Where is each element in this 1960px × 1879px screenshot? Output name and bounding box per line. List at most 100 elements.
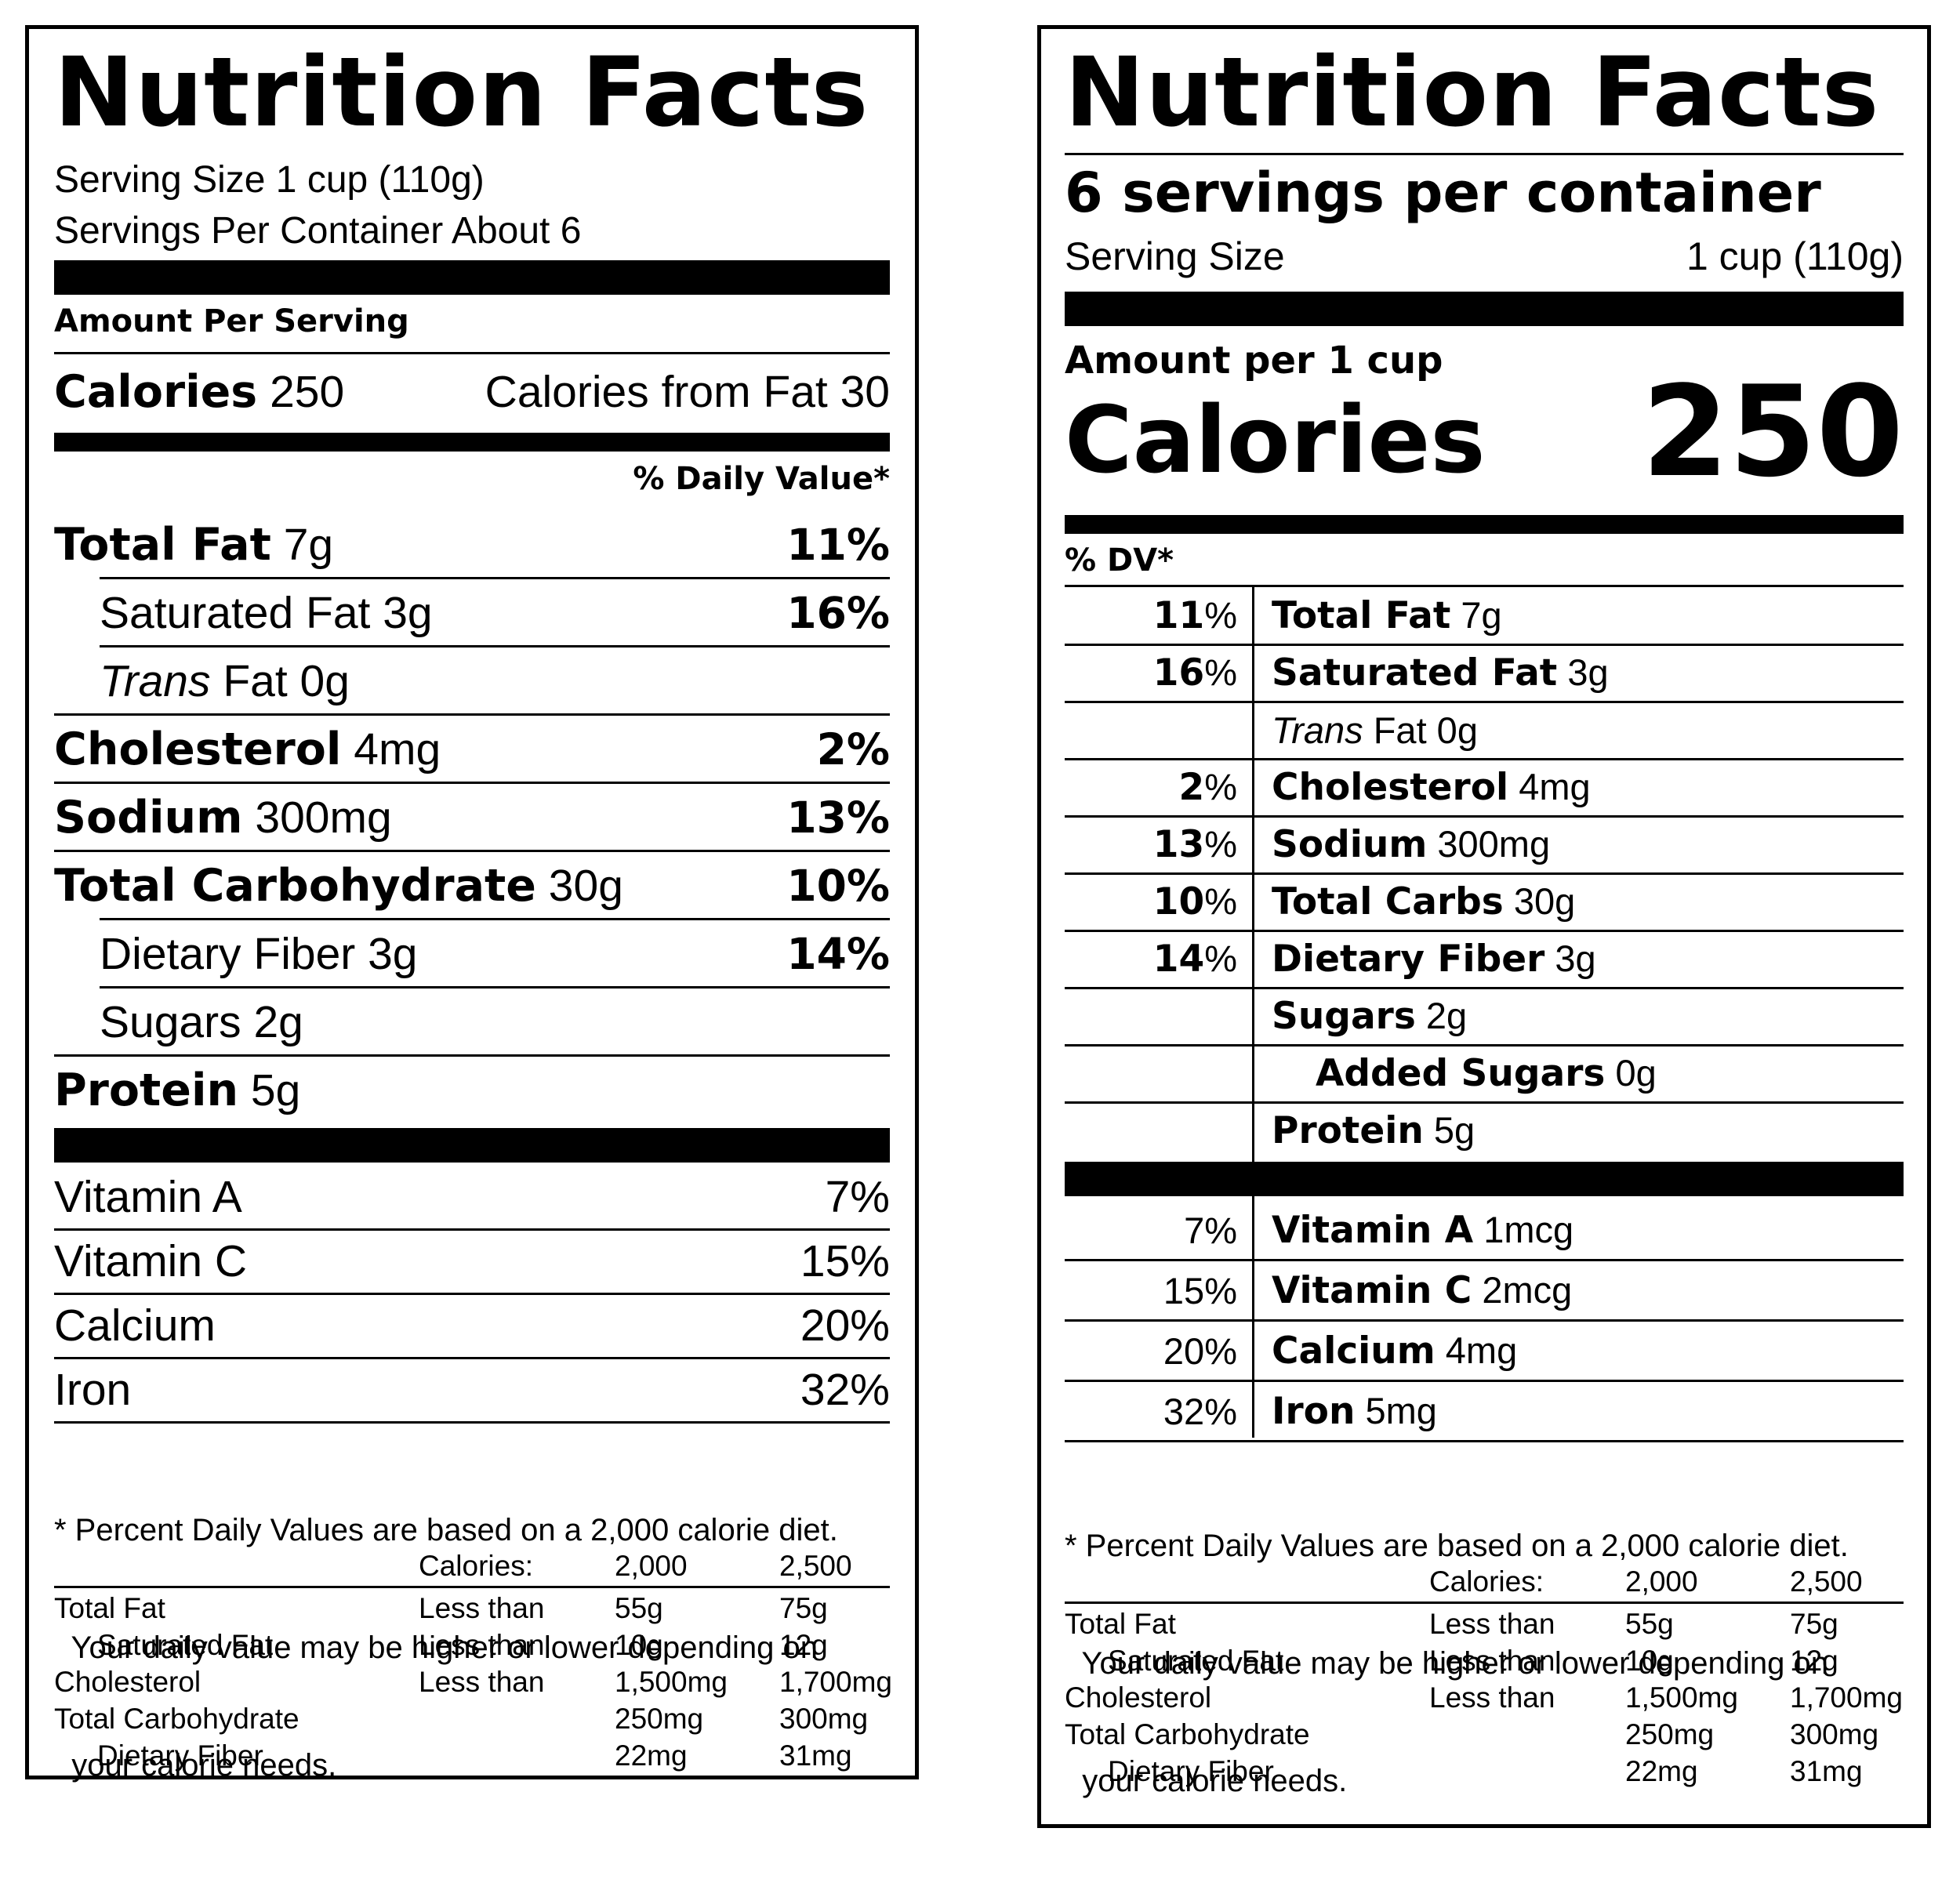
rule [1065, 701, 1904, 703]
vitamin-percent: 20% [800, 1300, 890, 1351]
nutrient-row: Protein 5g [54, 1057, 890, 1124]
thick-rule [1065, 292, 1904, 326]
rule [1065, 585, 1904, 587]
table-header: Calories: 2,000 2,500 [54, 1550, 890, 1586]
table-cell: Less than [1429, 1608, 1555, 1640]
nutrient-name: Total Fat [54, 519, 271, 571]
table-cell: Cholesterol [1065, 1681, 1212, 1714]
rule [1065, 1319, 1904, 1322]
table-row: Total Carbohydrate 250mg 300mg [1065, 1718, 1904, 1754]
nutrient-label: Total Fat 7g [54, 519, 333, 571]
rule [54, 850, 890, 852]
nutrient-name: Cholesterol [54, 724, 342, 775]
nutrient-amount: 300mg [1437, 823, 1551, 865]
table-cell: 250mg [615, 1703, 704, 1735]
table-header-cell: Calories: [419, 1550, 533, 1582]
nutrient-row: 10% Total Carbs 30g [1065, 873, 1904, 930]
nutrient-label: Sodium 300mg [54, 792, 392, 843]
nutrient-row: 11% Total Fat 7g [1065, 587, 1904, 644]
percent-number: 11 [1152, 594, 1205, 637]
table-cell: 12g [1790, 1645, 1838, 1677]
daily-value-header: % Daily Value* [633, 461, 890, 497]
table-cell: 31mg [779, 1739, 852, 1772]
table-cell: Saturated Fat [97, 1629, 274, 1661]
calories-value: 250 [270, 366, 345, 417]
table-row: Total Carbohydrate 250mg 300mg [54, 1703, 890, 1739]
serving-size-value: 1 cup (110g) [1686, 234, 1904, 278]
vitamin-name: Iron [1272, 1390, 1356, 1433]
nutrient-label: Protein 5g [54, 1065, 300, 1116]
percent-sign: % [1204, 651, 1237, 693]
nutrient-label: Cholesterol 4mg [54, 724, 441, 775]
rule [54, 782, 890, 784]
calories-label: Calories [54, 365, 258, 418]
vitamin-label: Iron 5mg [1272, 1389, 1437, 1433]
nutrient-amount: 4mg [1519, 766, 1591, 807]
percent-sign: % [1204, 766, 1237, 807]
nutrient-name: Total Fat [1272, 594, 1451, 637]
table-row: Dietary Fiber 22mg 31mg [1065, 1755, 1904, 1791]
table-cell: 12g [779, 1629, 828, 1661]
table-cell: 10g [1625, 1645, 1674, 1677]
nutrient-row: Protein 5g [1065, 1102, 1904, 1159]
nutrient-row: 2% Cholesterol 4mg [1065, 759, 1904, 815]
percent-number: 14 [1152, 938, 1205, 981]
table-cell: Less than [419, 1666, 545, 1698]
rule [54, 1228, 890, 1231]
nutrient-name: Sugars [1272, 995, 1416, 1038]
table-header-cell: 2,500 [779, 1550, 852, 1582]
vitamin-row: 32% Iron 5mg [1065, 1382, 1904, 1440]
vitamin-percent: 15% [1163, 1269, 1237, 1311]
nutrition-label-new: Nutrition Facts 6 servings per container… [1037, 25, 1931, 1828]
nutrient-amount: 3g [1567, 651, 1609, 693]
rule [54, 1357, 890, 1359]
rule [54, 1293, 890, 1295]
nutrient-row: 16% Saturated Fat 3g [1065, 644, 1904, 701]
table-cell: Total Carbohydrate [54, 1703, 299, 1735]
nutrient-name: Trans [100, 656, 211, 706]
nutrient-name: Total Carbs [1272, 880, 1504, 923]
table-cell: Total Fat [1065, 1608, 1176, 1640]
vitamin-amount: 2mcg [1482, 1269, 1573, 1311]
table-cell: Total Fat [54, 1592, 165, 1624]
nutrient-name: Sodium [1272, 823, 1428, 866]
vitamin-row: 20% Calcium 4mg [1065, 1322, 1904, 1380]
percent-number: 13 [1152, 823, 1205, 866]
calories-value: 250 [1642, 358, 1904, 505]
rule [54, 1586, 890, 1588]
rule [54, 1421, 890, 1424]
table-cell: 31mg [1790, 1755, 1863, 1787]
nutrient-label: Total Carbs 30g [1272, 880, 1575, 923]
table-row: Saturated Fat Less than 10g 12g [54, 1629, 890, 1665]
rule [1065, 1259, 1904, 1261]
nutrient-amount: 30g [1513, 880, 1576, 922]
nutrient-amount: 30g [548, 861, 623, 911]
table-header-cell: 2,500 [1790, 1565, 1863, 1598]
table-cell: 250mg [1625, 1718, 1715, 1750]
rule [1065, 1044, 1904, 1047]
vitamin-percent: 32% [800, 1365, 890, 1415]
rule [100, 918, 890, 920]
nutrient-row: 13% Sodium 300mg [1065, 816, 1904, 872]
table-header-cell: 2,000 [615, 1550, 688, 1582]
rule [1065, 872, 1904, 875]
nutrient-amount: Fat 0g [210, 656, 350, 706]
table-cell: 22mg [1625, 1755, 1698, 1787]
percent-number: 2 [1178, 766, 1205, 809]
nutrient-amount: 4mg [354, 724, 441, 774]
nutrient-percent: 14% [1153, 937, 1237, 981]
vitamin-name: Iron [54, 1365, 132, 1415]
rule [1065, 815, 1904, 818]
medium-rule [54, 433, 890, 452]
nutrient-amount: 7g [283, 520, 334, 570]
table-cell: 300mg [1790, 1718, 1879, 1750]
nutrient-row: Sugars 2g [54, 988, 890, 1056]
nutrient-row: Trans Fat 0g [54, 647, 890, 715]
table-row: Total Fat Less than 55g 75g [54, 1592, 890, 1628]
percent-sign: % [1204, 594, 1237, 636]
vitamin-name: Vitamin C [1272, 1269, 1472, 1312]
table-cell: Less than [1429, 1645, 1555, 1677]
nutrient-row: Sodium 300mg 13% [54, 784, 890, 851]
nutrient-label: Protein 5g [1272, 1108, 1475, 1152]
vitamin-percent: 15% [800, 1236, 890, 1286]
